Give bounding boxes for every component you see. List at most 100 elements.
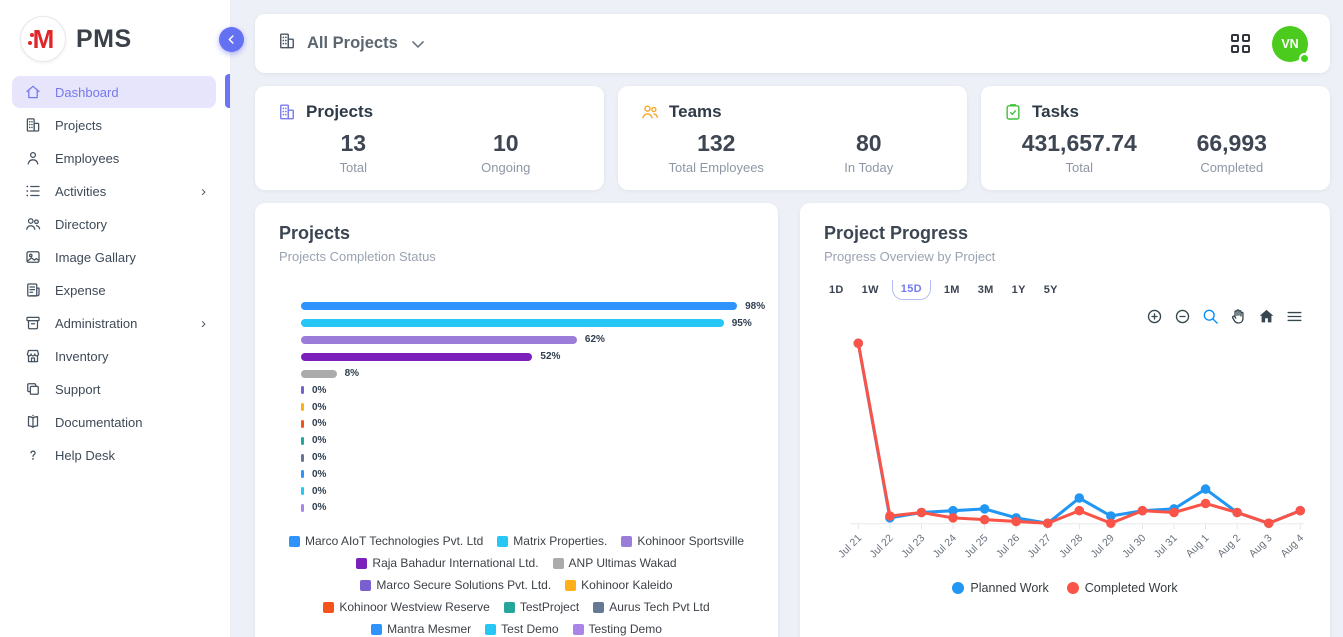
legend-item[interactable]: Aurus Tech Pvt Ltd [593, 600, 710, 614]
sidebar-item-image-gallary[interactable]: Image Gallary [12, 241, 216, 273]
menu-icon[interactable] [1285, 307, 1304, 326]
legend-item[interactable]: Marco AIoT Technologies Pvt. Ltd [288, 534, 484, 549]
range-button-1y[interactable]: 1Y [1007, 281, 1031, 299]
project-filter-dropdown[interactable]: All Projects [277, 31, 428, 56]
legend-item[interactable]: ANP Ultimas Wakad [552, 556, 677, 570]
bar[interactable] [301, 487, 304, 496]
legend-item[interactable]: Matrix Properties. [497, 534, 607, 548]
stat-label: Completed [1200, 160, 1264, 175]
sidebar-item-inventory[interactable]: Inventory [12, 340, 216, 372]
stat-metrics: 13 Total 10 Ongoing [277, 130, 582, 175]
range-button-3m[interactable]: 3M [973, 281, 999, 299]
bar-value-label: 62% [584, 334, 605, 346]
projects-chart-title: Projects [279, 223, 351, 243]
legend-item[interactable]: Testing Demo [572, 622, 662, 636]
stat-card-title: Tasks [1032, 102, 1079, 121]
projects-completion-card: Projects Projects Completion Status 98% 9… [255, 203, 778, 637]
zoom-out-icon[interactable] [1173, 307, 1192, 326]
chevron-left-icon [228, 35, 234, 44]
legend-item[interactable]: Mantra Mesmer [371, 622, 471, 636]
bar[interactable] [301, 335, 577, 344]
bar[interactable] [301, 386, 304, 395]
bar-row: 98% [279, 298, 765, 315]
sidebar-item-expense[interactable]: Expense [12, 274, 216, 306]
stat-card-title: Projects [306, 102, 374, 121]
sidebar-item-label: Support [55, 381, 101, 397]
range-button-1w[interactable]: 1W [857, 281, 884, 299]
sidebar-item-label: Help Desk [55, 447, 115, 463]
sidebar-item-administration[interactable]: Administration › [12, 307, 216, 339]
sidebar-item-help-desk[interactable]: Help Desk [12, 439, 216, 471]
legend-item[interactable]: Completed Work [1066, 581, 1178, 595]
selection-zoom-icon[interactable] [1201, 307, 1220, 326]
range-button-1m[interactable]: 1M [939, 281, 965, 299]
range-button-5y[interactable]: 5Y [1039, 281, 1063, 299]
stat-card-header: Tasks [1003, 102, 1308, 122]
project-progress-card: Project Progress Progress Overview by Pr… [800, 203, 1330, 637]
sidebar-nav: Dashboard Projects Employees Activities › Dir… [0, 76, 230, 471]
building-icon [24, 116, 42, 134]
stat-metrics: 431,657.74 Total 66,993 Completed [1003, 130, 1308, 175]
legend-swatch [356, 557, 368, 569]
legend-swatch [497, 535, 509, 547]
sidebar-item-employees[interactable]: Employees [12, 142, 216, 174]
main-content: All Projects VN Projects 13 Total [231, 0, 1343, 637]
sidebar-item-activities[interactable]: Activities › [12, 175, 216, 207]
bar[interactable] [301, 352, 533, 361]
bar[interactable] [301, 503, 304, 512]
sidebar-item-directory[interactable]: Directory [12, 208, 216, 240]
building-icon [277, 31, 297, 56]
bar-value-label: 0% [312, 401, 327, 413]
bar[interactable] [301, 319, 724, 328]
bar[interactable] [301, 403, 304, 412]
bar[interactable] [301, 419, 304, 428]
legend-label: Raja Bahadur International Ltd. [372, 556, 539, 571]
sidebar-collapse-button[interactable] [219, 27, 244, 52]
chevron-right-icon: › [201, 314, 206, 332]
svg-text:Jul 31: Jul 31 [1152, 533, 1180, 561]
pan-icon[interactable] [1229, 307, 1248, 326]
progress-line-chart[interactable]: Jul 21 Jul 22 Jul 23 Jul 24 Jul 25 Jul 26 Jul … [824, 328, 1306, 579]
bar-value-label: 95% [731, 317, 752, 329]
legend-label: Marco AIoT Technologies Pvt. Ltd [304, 534, 484, 549]
sidebar-item-label: Dashboard [55, 84, 119, 100]
range-button-1d[interactable]: 1D [824, 281, 849, 299]
user-avatar[interactable]: VN [1272, 25, 1310, 64]
legend-swatch [1066, 581, 1079, 594]
sidebar-item-documentation[interactable]: Documentation [12, 406, 216, 438]
apps-grid-icon[interactable] [1231, 34, 1250, 53]
bar-value-label: 0% [312, 384, 327, 396]
projects-bar-chart[interactable]: 98% 95% 62% 52% 8% 0% 0% 0% 0% 0% 0% 0% 0% [279, 298, 765, 516]
legend-label: Marco Secure Solutions Pvt. Ltd. [376, 578, 552, 593]
legend-item[interactable]: Kohinoor Sportsville [621, 534, 744, 548]
zoom-in-icon[interactable] [1145, 307, 1164, 326]
legend-item[interactable]: Kohinoor Westview Reserve [323, 600, 490, 614]
stat-metrics: 132 Total Employees 80 In Today [640, 130, 945, 175]
bar[interactable] [301, 436, 304, 445]
sidebar-item-dashboard[interactable]: Dashboard [12, 76, 216, 108]
home-icon[interactable] [1257, 307, 1276, 326]
legend-item[interactable]: TestProject [503, 600, 579, 614]
legend-item[interactable]: Marco Secure Solutions Pvt. Ltd. [360, 578, 551, 592]
bar[interactable] [301, 453, 304, 462]
bar-row: 0% [279, 432, 754, 449]
legend-item[interactable]: Planned Work [952, 581, 1049, 595]
copy-icon [24, 380, 42, 398]
bar[interactable] [301, 470, 304, 479]
range-button-15d[interactable]: 15D [891, 280, 931, 300]
chevron-down-icon [411, 40, 424, 48]
line-chart-canvas[interactable]: Jul 21 Jul 22 Jul 23 Jul 24 Jul 25 Jul 26 Jul … [824, 328, 1306, 574]
people-icon [24, 215, 42, 233]
stat-metric: 10 Ongoing [430, 130, 583, 175]
chart-toolbar [824, 306, 1306, 326]
legend-label: Kohinoor Westview Reserve [339, 600, 490, 615]
legend-item[interactable]: Kohinoor Kaleido [565, 578, 673, 592]
bar[interactable] [301, 302, 738, 311]
svg-text:Jul 30: Jul 30 [1121, 533, 1149, 561]
sidebar-item-projects[interactable]: Projects [12, 109, 216, 141]
bar[interactable] [301, 369, 337, 378]
sidebar-item-support[interactable]: Support [12, 373, 216, 405]
legend-item[interactable]: Raja Bahadur International Ltd. [356, 556, 539, 571]
legend-swatch [565, 579, 577, 591]
legend-item[interactable]: Test Demo [485, 622, 559, 636]
